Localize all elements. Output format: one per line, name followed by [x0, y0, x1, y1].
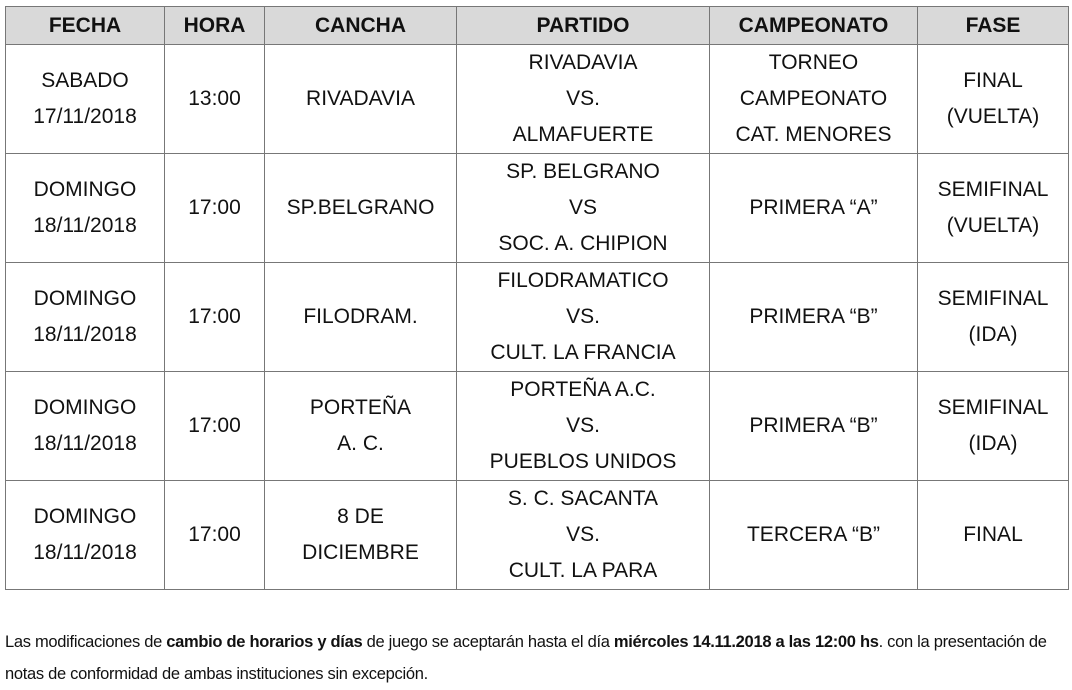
cell-fecha: SABADO 17/11/2018	[5, 44, 165, 154]
fecha-line: DOMINGO	[33, 287, 137, 310]
cancha-line: PORTEÑA	[309, 396, 412, 419]
cell-partido: PORTEÑA A.C. VS. PUEBLOS UNIDOS	[456, 371, 710, 481]
cancha-line: DICIEMBRE	[302, 541, 419, 564]
partido-line: SOC. A. CHIPION	[498, 232, 668, 255]
fase-line: (VUELTA)	[946, 105, 1040, 128]
cell-fase: FINAL	[917, 480, 1069, 590]
fase-line: SEMIFINAL	[937, 396, 1049, 419]
fecha-line: 17/11/2018	[33, 105, 137, 128]
cell-cancha: PORTEÑA A. C.	[264, 371, 457, 481]
partido-line: PORTEÑA A.C.	[510, 378, 656, 401]
partido-line: S. C. SACANTA	[507, 487, 659, 510]
table-row: DOMINGO 18/11/2018 17:00 FILODRAM. FILODRAMA…	[5, 262, 1069, 372]
fecha-line: 18/11/2018	[33, 541, 137, 564]
cell-fase: SEMIFINAL (VUELTA)	[917, 153, 1069, 263]
cell-partido: RIVADAVIA VS. ALMAFUERTE	[456, 44, 710, 154]
partido-line: VS.	[566, 87, 600, 110]
header-campeonato: CAMPEONATO	[709, 6, 918, 45]
cell-fecha: DOMINGO 18/11/2018	[5, 480, 165, 590]
header-cancha: CANCHA	[264, 6, 457, 45]
cell-hora: 17:00	[164, 371, 265, 481]
cell-hora: 17:00	[164, 153, 265, 263]
fecha-line: DOMINGO	[33, 505, 137, 528]
cell-fecha: DOMINGO 18/11/2018	[5, 371, 165, 481]
fecha-line: DOMINGO	[33, 396, 137, 419]
cell-cancha: RIVADAVIA	[264, 44, 457, 154]
header-partido: PARTIDO	[456, 6, 710, 45]
fase-line: (IDA)	[968, 323, 1018, 346]
cell-partido: S. C. SACANTA VS. CULT. LA PARA	[456, 480, 710, 590]
header-hora: HORA	[164, 6, 265, 45]
cell-partido: FILODRAMATICO VS. CULT. LA FRANCIA	[456, 262, 710, 372]
cell-cancha: 8 DE DICIEMBRE	[264, 480, 457, 590]
cell-fecha: DOMINGO 18/11/2018	[5, 153, 165, 263]
footer-text: . con la presentación de notas de confor…	[5, 633, 1047, 683]
fecha-line: 18/11/2018	[33, 323, 137, 346]
cell-campeonato: PRIMERA “B”	[709, 262, 918, 372]
fecha-line: 18/11/2018	[33, 432, 137, 455]
table-row: SABADO 17/11/2018 13:00 RIVADAVIA RIVADAVIA V…	[5, 44, 1069, 154]
partido-line: VS	[568, 196, 597, 219]
table-row: DOMINGO 18/11/2018 17:00 SP.BELGRANO SP. BEL…	[5, 153, 1069, 263]
partido-line: RIVADAVIA	[528, 51, 638, 74]
partido-line: FILODRAMATICO	[497, 269, 669, 292]
campeonato-line: TERCERA “B”	[746, 523, 880, 546]
footer-bold-text: cambio de horarios y días	[166, 633, 363, 651]
partido-line: CULT. LA PARA	[508, 559, 658, 582]
footer-note: Las modificaciones de cambio de horarios…	[5, 626, 1070, 690]
campeonato-line: PRIMERA “B”	[749, 305, 878, 328]
fase-line: SEMIFINAL	[937, 178, 1049, 201]
fase-line: (VUELTA)	[946, 214, 1040, 237]
fase-line: SEMIFINAL	[937, 287, 1049, 310]
fecha-line: DOMINGO	[33, 178, 137, 201]
campeonato-line: PRIMERA “A”	[749, 196, 878, 219]
fecha-line: 18/11/2018	[33, 214, 137, 237]
cell-campeonato: PRIMERA “B”	[709, 371, 918, 481]
cell-campeonato: TORNEO CAMPEONATO CAT. MENORES	[709, 44, 918, 154]
footer-text: de juego se aceptarán hasta el día	[362, 633, 614, 651]
cancha-line: RIVADAVIA	[306, 87, 415, 110]
cancha-line: A. C.	[337, 432, 384, 455]
cell-cancha: FILODRAM.	[264, 262, 457, 372]
fase-line: FINAL	[963, 523, 1023, 546]
cell-campeonato: TERCERA “B”	[709, 480, 918, 590]
partido-line: VS.	[566, 523, 600, 546]
header-fecha: FECHA	[5, 6, 165, 45]
campeonato-line: TORNEO	[768, 51, 859, 74]
cancha-line: 8 DE	[337, 505, 384, 528]
cell-fecha: DOMINGO 18/11/2018	[5, 262, 165, 372]
partido-line: VS.	[566, 305, 600, 328]
partido-line: SP. BELGRANO	[506, 160, 660, 183]
cell-hora: 17:00	[164, 262, 265, 372]
cell-hora: 13:00	[164, 44, 265, 154]
table-row: DOMINGO 18/11/2018 17:00 8 DE DICIEMBRE S. C.…	[5, 480, 1069, 590]
cell-fase: SEMIFINAL (IDA)	[917, 371, 1069, 481]
campeonato-line: PRIMERA “B”	[749, 414, 878, 437]
fecha-line: SABADO	[41, 69, 129, 92]
campeonato-line: CAMPEONATO	[739, 87, 888, 110]
fase-line: (IDA)	[968, 432, 1018, 455]
partido-line: ALMAFUERTE	[512, 123, 654, 146]
cell-partido: SP. BELGRANO VS SOC. A. CHIPION	[456, 153, 710, 263]
campeonato-line: CAT. MENORES	[735, 123, 892, 146]
header-row: FECHA HORA CANCHA PARTIDO CAMPEONATO FASE	[5, 6, 1069, 45]
partido-line: PUEBLOS UNIDOS	[489, 450, 677, 473]
cell-fase: SEMIFINAL (IDA)	[917, 262, 1069, 372]
cancha-line: FILODRAM.	[303, 305, 418, 328]
footer-bold-text: miércoles 14.11.2018 a las 12:00 hs	[613, 633, 879, 651]
footer-text: Las modificaciones de	[5, 633, 167, 651]
header-fase: FASE	[917, 6, 1069, 45]
cell-fase: FINAL (VUELTA)	[917, 44, 1069, 154]
cell-campeonato: PRIMERA “A”	[709, 153, 918, 263]
cell-cancha: SP.BELGRANO	[264, 153, 457, 263]
table-row: DOMINGO 18/11/2018 17:00 PORTEÑA A. C. PORTEÑ…	[5, 371, 1069, 481]
cancha-line: SP.BELGRANO	[286, 196, 435, 219]
schedule-table: FECHA HORA CANCHA PARTIDO CAMPEONATO FASE SAB…	[5, 6, 1069, 590]
partido-line: CULT. LA FRANCIA	[490, 341, 676, 364]
partido-line: VS.	[566, 414, 600, 437]
fase-line: FINAL	[963, 69, 1023, 92]
cell-hora: 17:00	[164, 480, 265, 590]
